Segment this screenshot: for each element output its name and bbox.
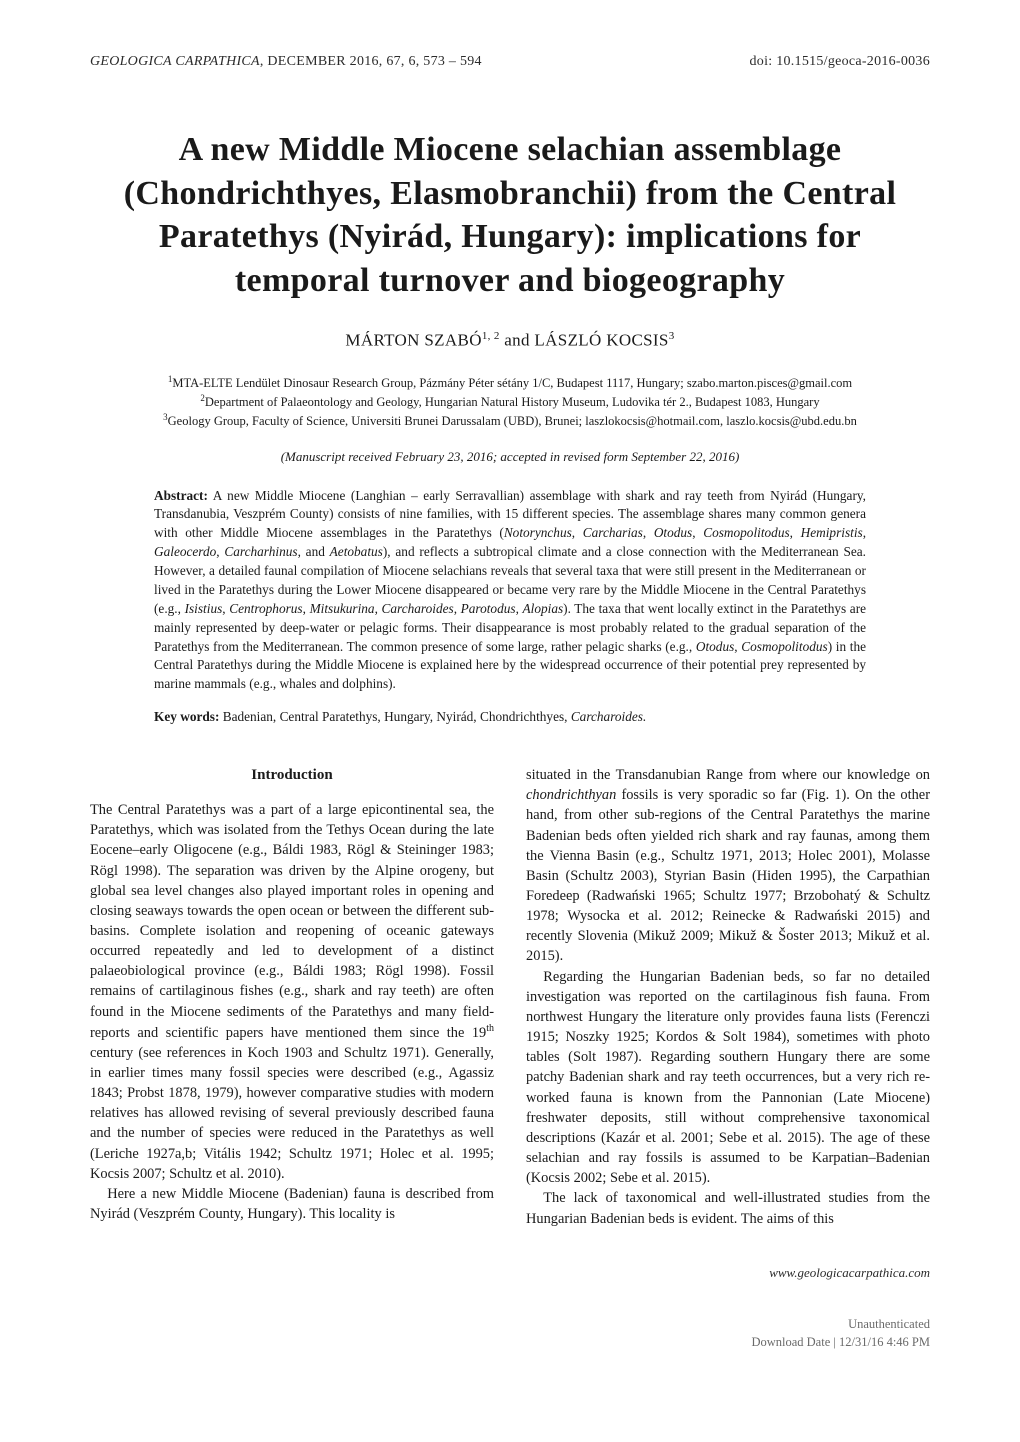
journal-line: GEOLOGICA CARPATHICA, DECEMBER 2016, 67,…: [90, 54, 482, 70]
body-paragraph: Regarding the Hungarian Badenian beds, s…: [526, 967, 930, 1189]
abstract-text: A new Middle Miocene (Langhian – early S…: [154, 488, 866, 692]
manuscript-dates: (Manuscript received February 23, 2016; …: [90, 449, 930, 465]
keywords-block: Key words: Badenian, Central Paratethys,…: [154, 708, 866, 727]
affiliation-line: 1MTA-ELTE Lendület Dinosaur Research Gro…: [90, 373, 930, 392]
left-column: Introduction The Central Paratethys was …: [90, 765, 494, 1229]
keywords-label: Key words:: [154, 709, 219, 724]
authors-line: MÁRTON SZABÓ1, 2 and LÁSZLÓ KOCSIS3: [90, 330, 930, 351]
body-paragraph: The lack of taxonomical and well-illustr…: [526, 1188, 930, 1228]
affiliation-line: 2Department of Palaeontology and Geology…: [90, 392, 930, 411]
body-columns: Introduction The Central Paratethys was …: [90, 765, 930, 1229]
affiliations-block: 1MTA-ELTE Lendület Dinosaur Research Gro…: [90, 373, 930, 431]
right-column: situated in the Transdanubian Range from…: [526, 765, 930, 1229]
abstract-block: Abstract: A new Middle Miocene (Langhian…: [154, 487, 866, 695]
body-paragraph: situated in the Transdanubian Range from…: [526, 765, 930, 967]
download-note-line2: Download Date | 12/31/16 4:46 PM: [90, 1333, 930, 1351]
journal-name: GEOLOGICA CARPATHICA: [90, 54, 260, 69]
doi-text: doi: 10.1515/geoca-2016-0036: [750, 54, 930, 70]
running-header: GEOLOGICA CARPATHICA, DECEMBER 2016, 67,…: [90, 54, 930, 70]
download-note-line1: Unauthenticated: [90, 1315, 930, 1333]
body-paragraph: Here a new Middle Miocene (Badenian) fau…: [90, 1184, 494, 1224]
affiliation-line: 3Geology Group, Faculty of Science, Univ…: [90, 411, 930, 430]
body-paragraph: The Central Paratethys was a part of a l…: [90, 800, 494, 1184]
section-heading-introduction: Introduction: [90, 765, 494, 786]
article-title: A new Middle Miocene selachian assemblag…: [110, 128, 910, 302]
page-root: GEOLOGICA CARPATHICA, DECEMBER 2016, 67,…: [0, 0, 1020, 1391]
keywords-text: Badenian, Central Paratethys, Hungary, N…: [223, 709, 647, 724]
download-note: Unauthenticated Download Date | 12/31/16…: [90, 1315, 930, 1351]
abstract-label: Abstract:: [154, 488, 208, 503]
journal-url: www.geologicacarpathica.com: [90, 1265, 930, 1281]
journal-issue-pages: , DECEMBER 2016, 67, 6, 573 – 594: [260, 54, 482, 69]
